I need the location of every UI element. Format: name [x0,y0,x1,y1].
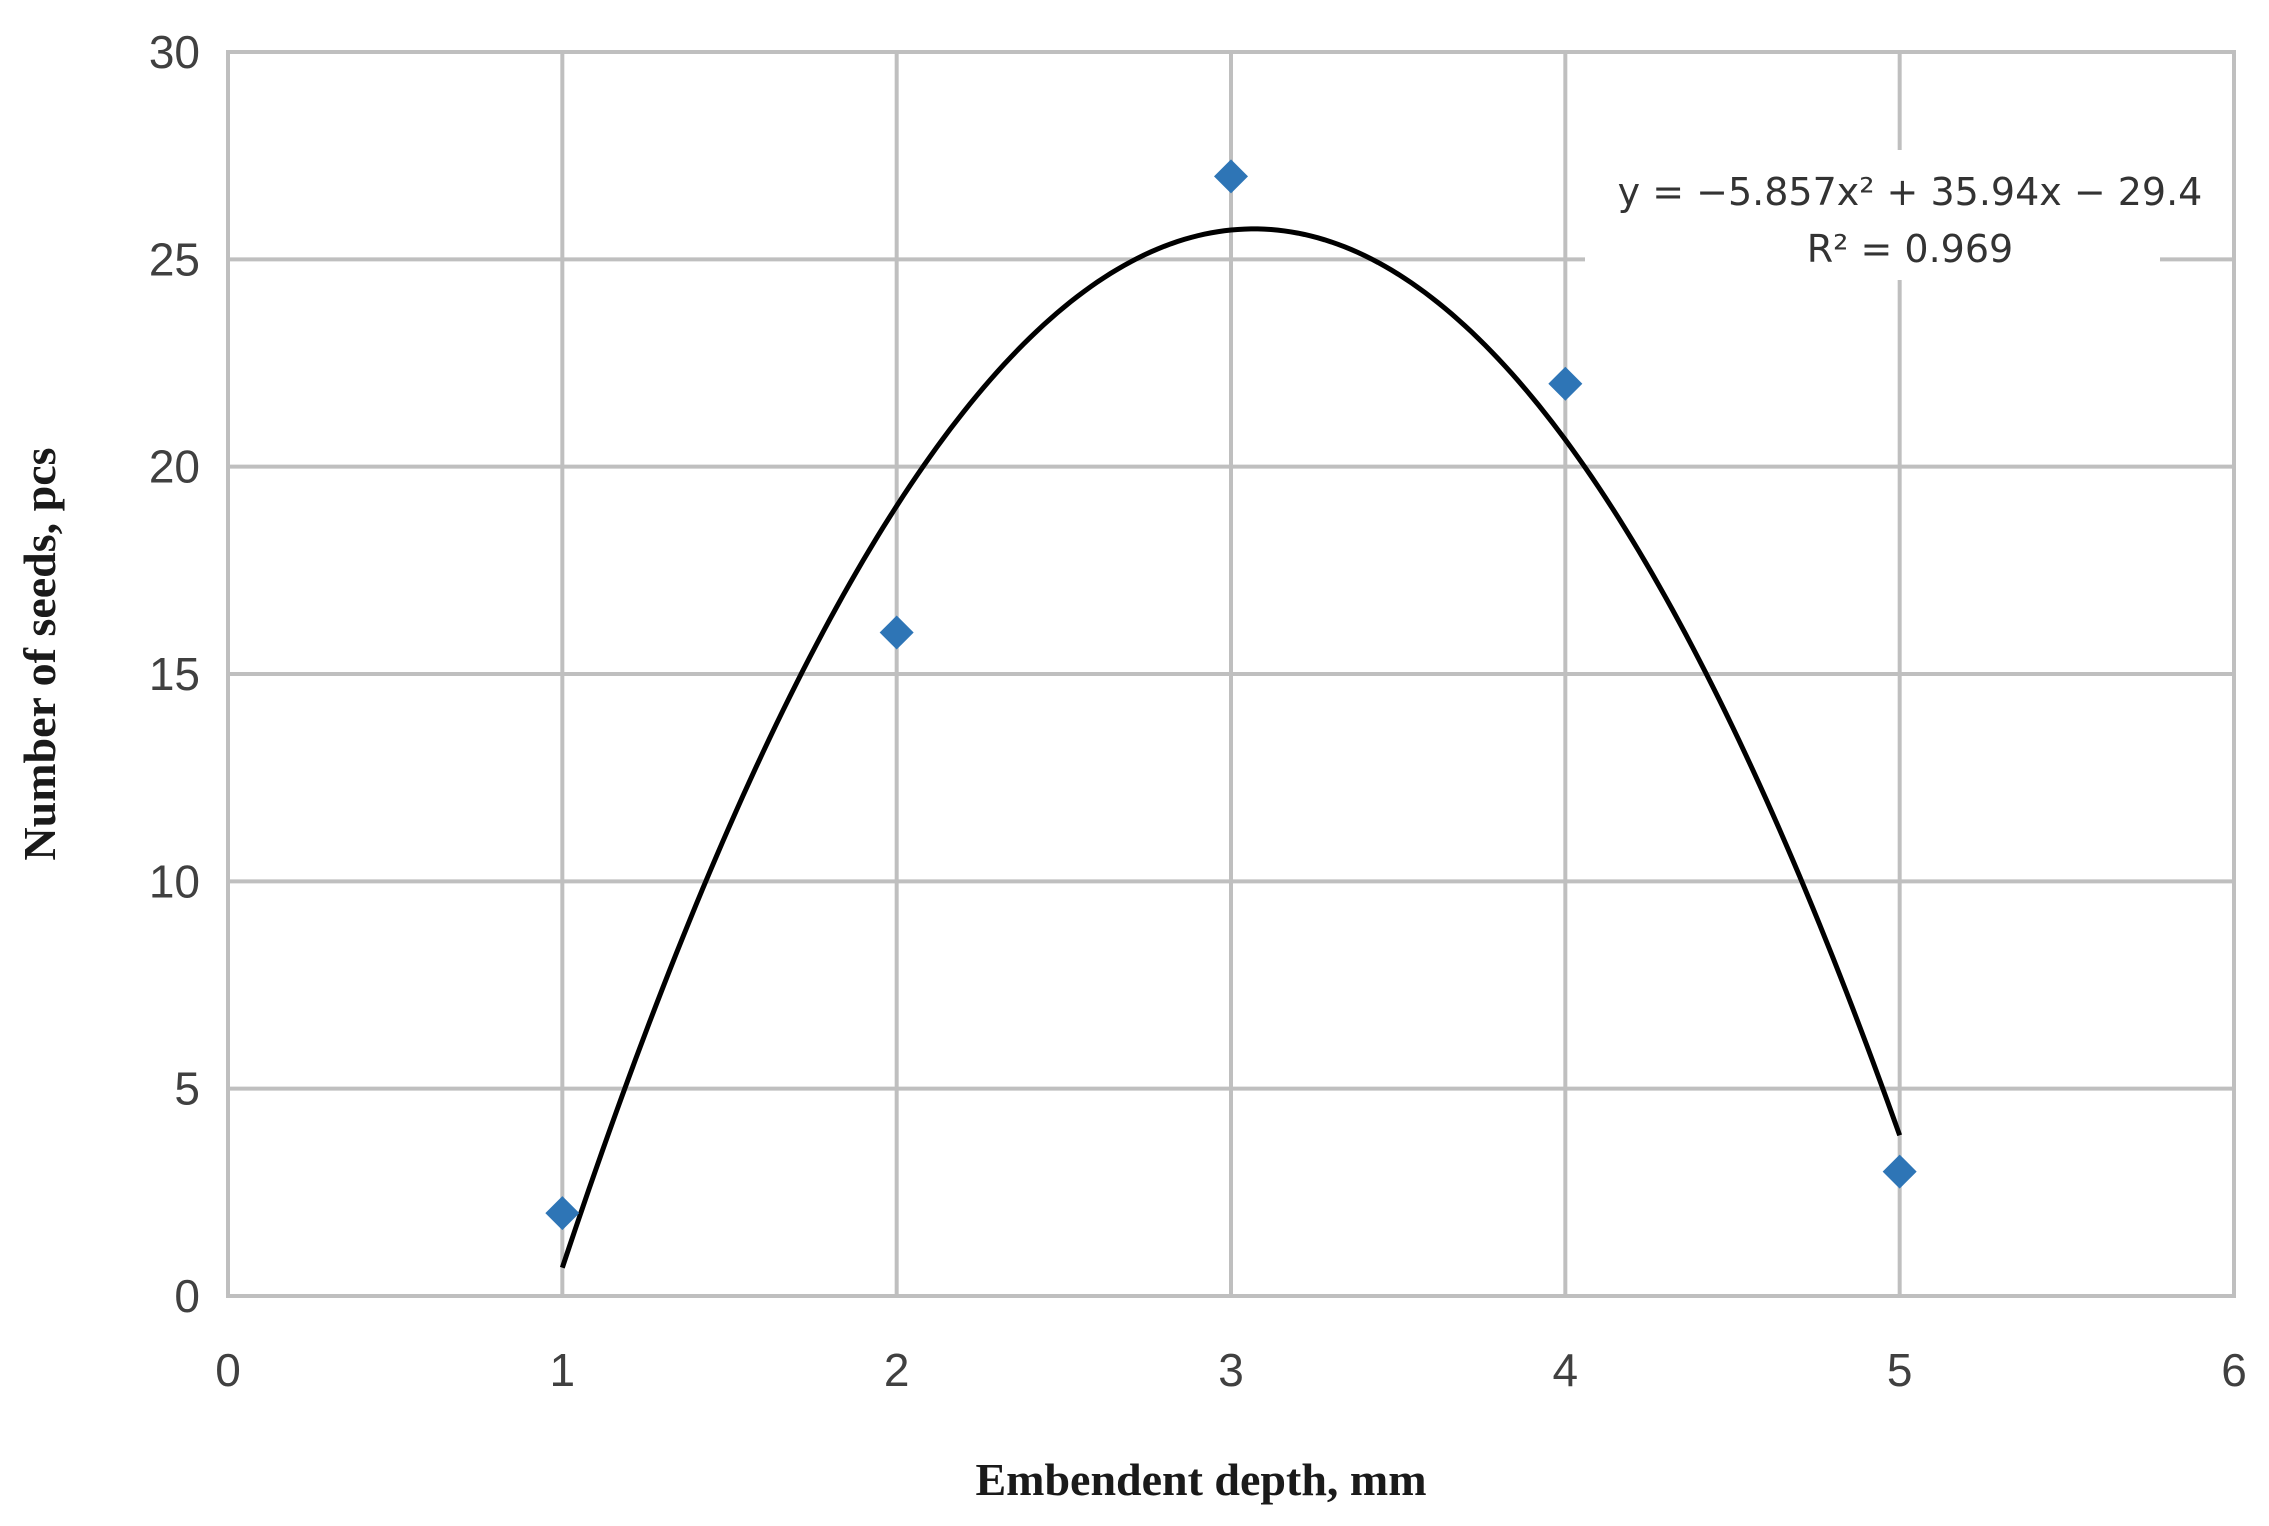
trendline-equation: y = −5.857x² + 35.94x − 29.4 [1618,170,2203,214]
x-tick-label: 5 [1887,1344,1913,1396]
x-tick-label: 2 [884,1344,910,1396]
y-tick-label: 15 [149,648,200,700]
x-tick-label: 3 [1218,1344,1244,1396]
y-tick-label: 25 [149,233,200,285]
data-point [1882,1154,1917,1189]
y-axis-title: Number of seeds, pcs [14,447,65,860]
data-point [545,1196,580,1231]
x-tick-label: 4 [1553,1344,1579,1396]
data-point [1548,366,1583,401]
y-tick-label: 0 [174,1270,200,1322]
trendline-group [559,226,1903,1269]
x-tick-label: 6 [2221,1344,2247,1396]
y-tick-label: 20 [149,441,200,493]
equation-background [1585,150,2160,280]
plot-area-border [226,50,2236,1298]
y-tick-label: 10 [149,855,200,907]
y-tick-label: 30 [149,26,200,78]
trendline-r-squared: R² = 0.969 [1807,227,2013,271]
data-point [1214,159,1248,194]
data-points [545,159,1917,1231]
data-point [879,615,914,650]
y-tick-label: 5 [174,1063,200,1115]
x-tick-labels: 0 1 2 3 4 5 6 [215,1344,2247,1396]
trendline [559,226,1903,1269]
x-tick-label: 1 [550,1344,576,1396]
x-tick-label: 0 [215,1344,241,1396]
trendline-equation-box: y = −5.857x² + 35.94x − 29.4 R² = 0.969 [1585,150,2202,280]
x-axis-title: Embendent depth, mm [975,1454,1426,1505]
y-tick-labels: 0 5 10 15 20 25 30 [149,26,200,1322]
